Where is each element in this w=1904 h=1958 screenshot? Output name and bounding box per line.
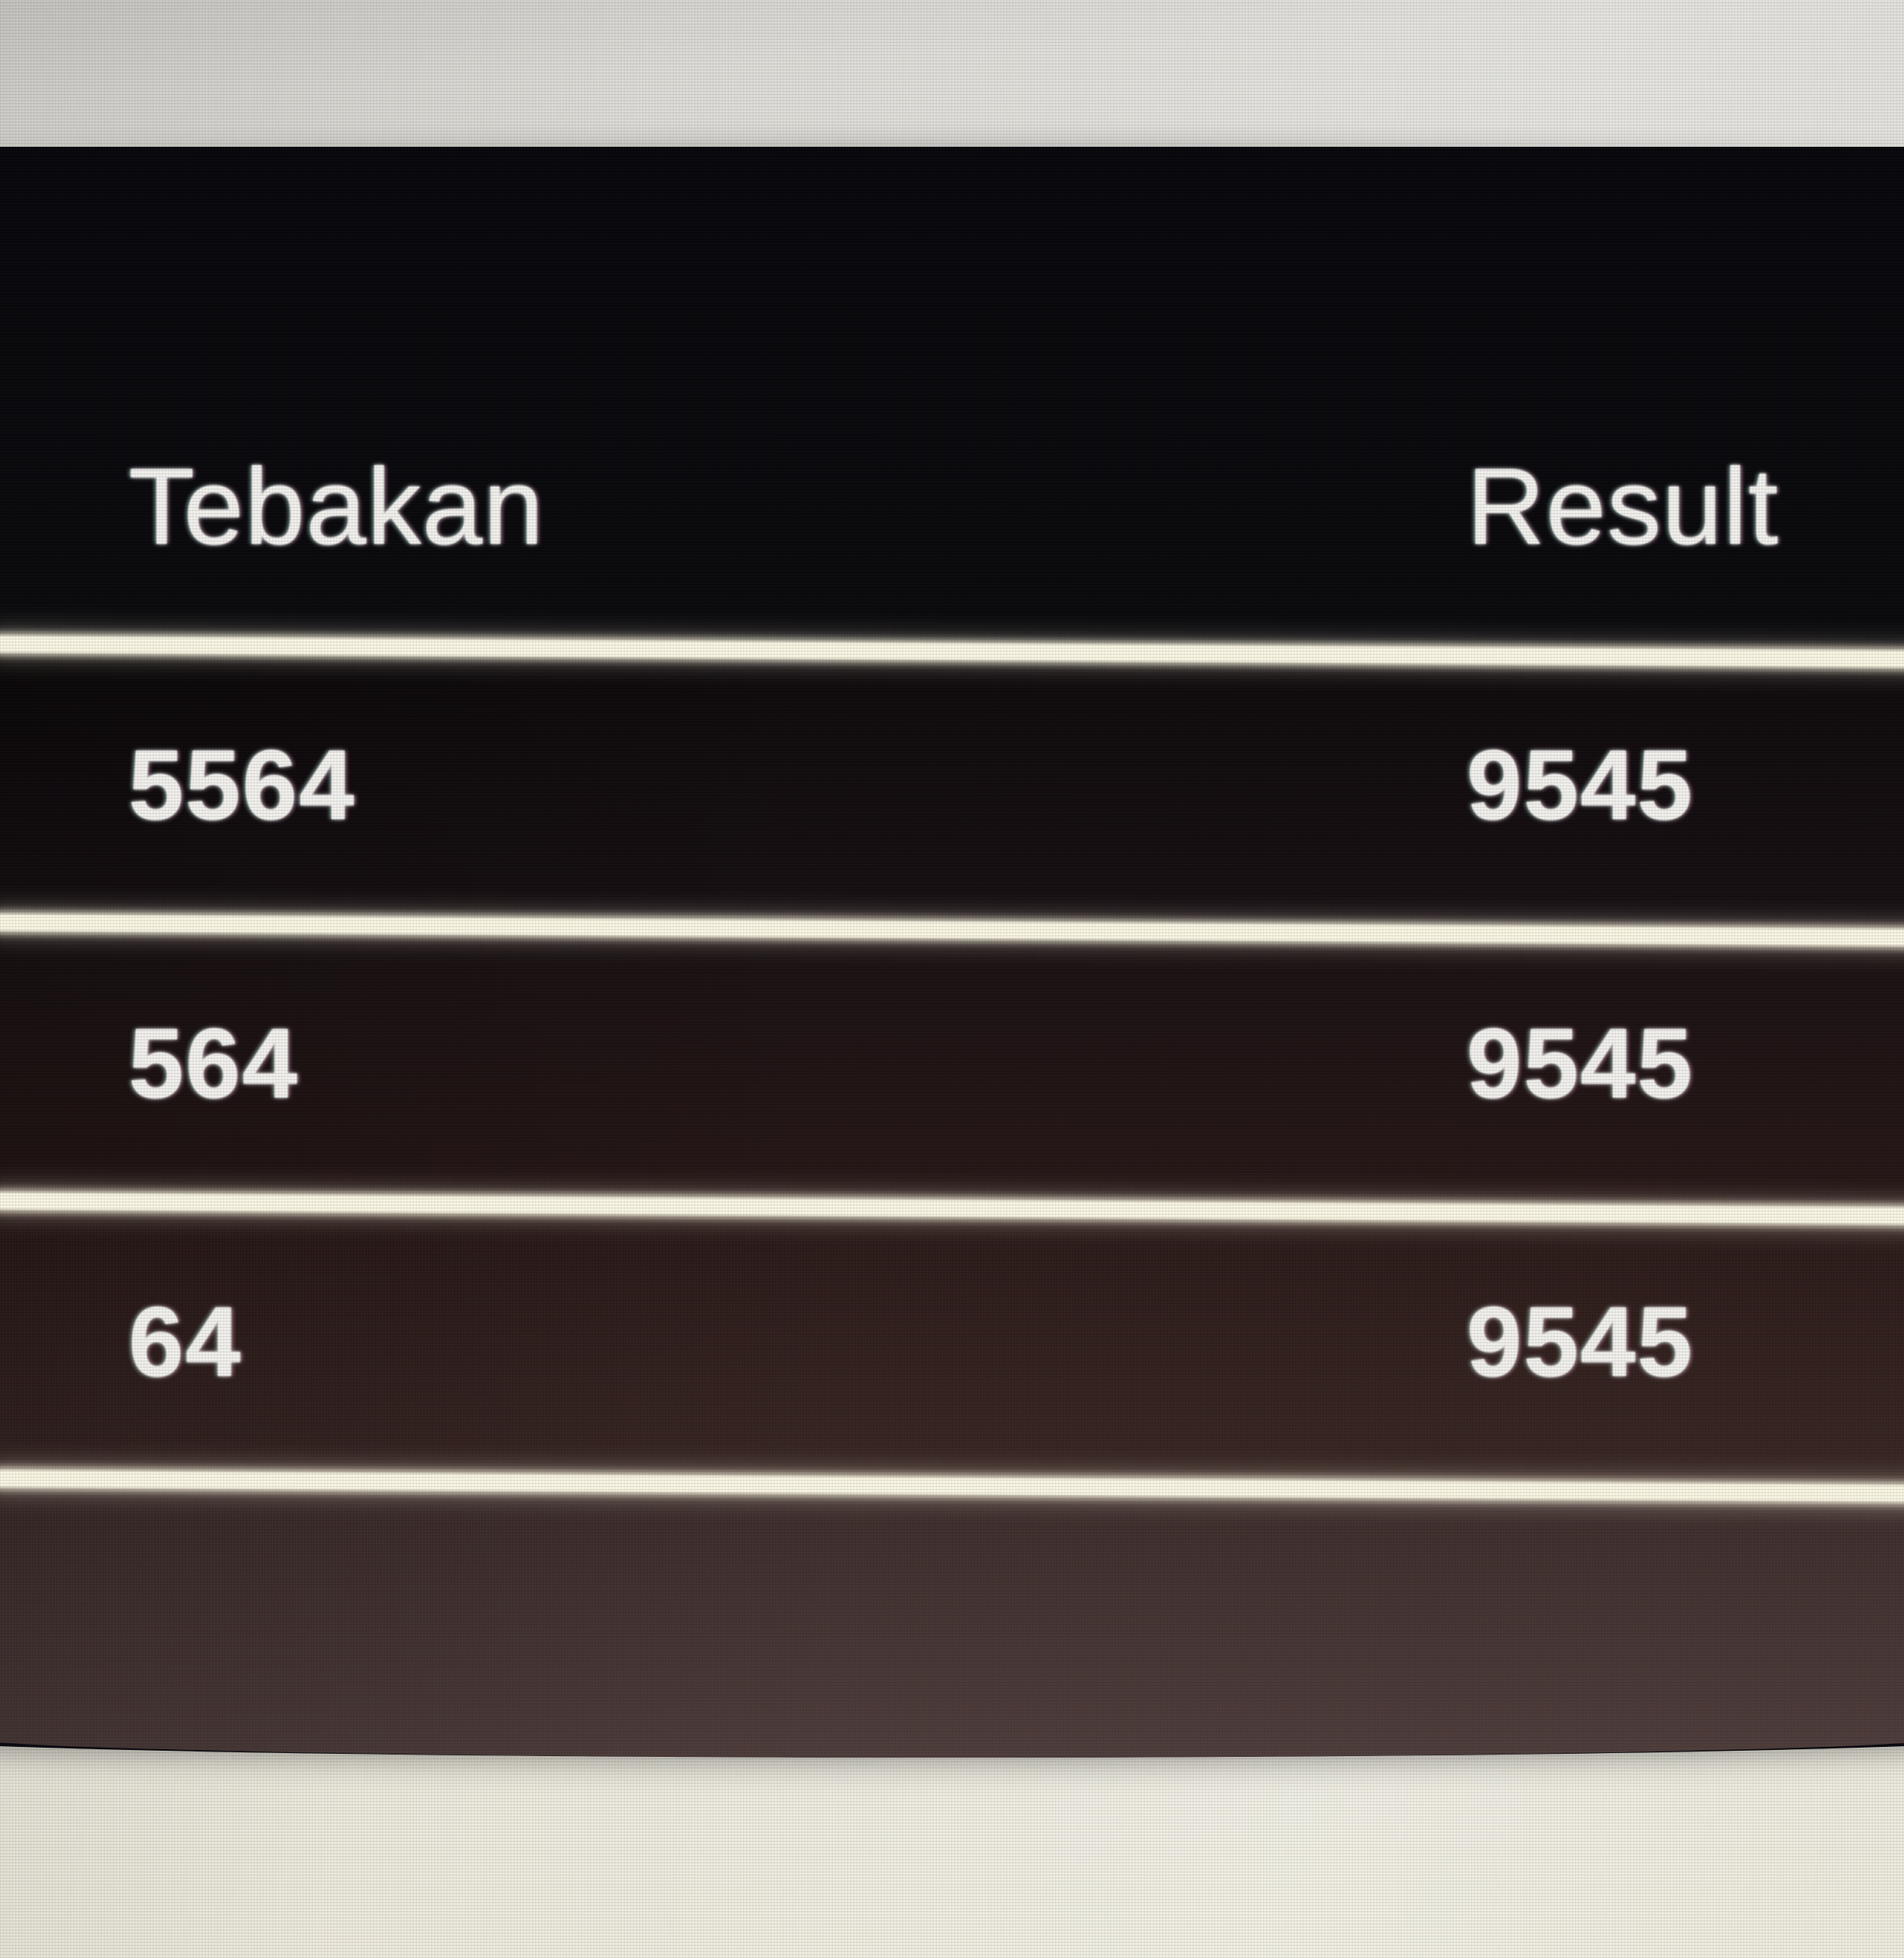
result-value: 9545 — [1467, 728, 1694, 841]
column-header-result: Result — [1467, 446, 1779, 568]
results-table: Tebakan Result 5564 9545 564 9545 64 954… — [0, 147, 1904, 1758]
table-header-row: Tebakan Result — [0, 147, 1904, 646]
screen-panel: Tebakan Result 5564 9545 564 9545 64 954… — [0, 147, 1904, 1758]
table-row-empty — [0, 1480, 1904, 1758]
table-row: 5564 9545 — [0, 644, 1904, 925]
guess-value: 5564 — [128, 728, 356, 841]
column-header-tebakan: Tebakan — [128, 446, 544, 568]
guess-value: 64 — [128, 1286, 242, 1397]
table-row: 564 9545 — [0, 923, 1904, 1203]
result-value: 9545 — [1467, 1007, 1694, 1119]
table-row: 64 9545 — [0, 1202, 1904, 1482]
guess-value: 564 — [128, 1007, 299, 1119]
result-value: 9545 — [1467, 1286, 1694, 1397]
